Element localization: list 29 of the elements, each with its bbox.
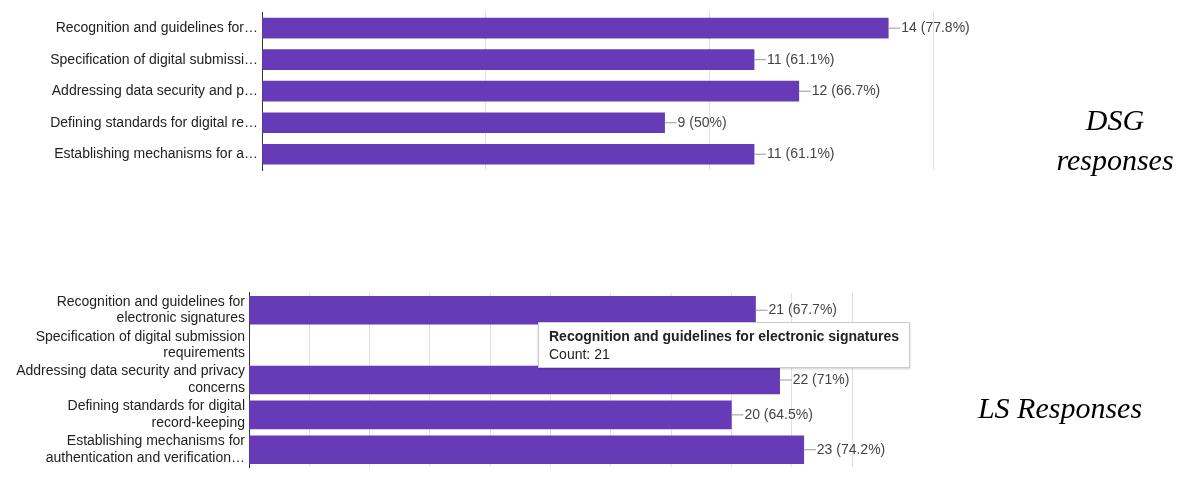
y-tick-label: Addressing data security and p… bbox=[51, 82, 258, 99]
data-label: 21 (67.7%) bbox=[768, 301, 837, 318]
data-label: 12 (66.7%) bbox=[811, 82, 881, 99]
text: DSG responses bbox=[1055, 102, 1175, 178]
y-tick-label: Defining standards for digital re… bbox=[50, 113, 258, 130]
y-tick-label: Specification of digital submission requirements bbox=[35, 327, 245, 361]
bar bbox=[262, 49, 755, 71]
bar bbox=[262, 143, 755, 165]
y-tick-label: Establishing mechanisms for authentication and verification… bbox=[45, 432, 246, 466]
y-tick-label: Defining standards for digital record-keeping bbox=[67, 397, 245, 431]
data-label: 22 (71%) bbox=[792, 370, 850, 387]
bar bbox=[262, 17, 889, 39]
y-tick-label: Establishing mechanisms for a… bbox=[54, 145, 258, 162]
bar bbox=[262, 80, 800, 102]
tooltip: Recognition and guidelines for electronic signatures Count: 21 bbox=[538, 322, 911, 368]
data-label: 20 (64.5%) bbox=[744, 405, 813, 422]
y-tick-label: Recognition and guidelines for… bbox=[55, 19, 258, 36]
annotation: Recognition and guidelines for electronic signatures bbox=[549, 327, 900, 345]
y-tick-label: Addressing data security and privacy concerns bbox=[16, 362, 245, 396]
data-label: 23 (74.2%) bbox=[816, 440, 886, 457]
bar bbox=[262, 112, 665, 134]
data-label: 11 (61.1%) bbox=[767, 145, 835, 162]
data-label: 14 (77.8%) bbox=[901, 19, 970, 36]
y-tick-label: Specification of digital submissi… bbox=[50, 50, 258, 67]
data-label: 11 (61.1%) bbox=[767, 50, 835, 67]
data-label: 9 (50%) bbox=[677, 113, 727, 130]
annotation: Count: 21 bbox=[549, 345, 611, 363]
text: LS Responses bbox=[976, 390, 1144, 426]
y-tick-label: Recognition and guidelines for electronic signatures bbox=[56, 292, 246, 326]
